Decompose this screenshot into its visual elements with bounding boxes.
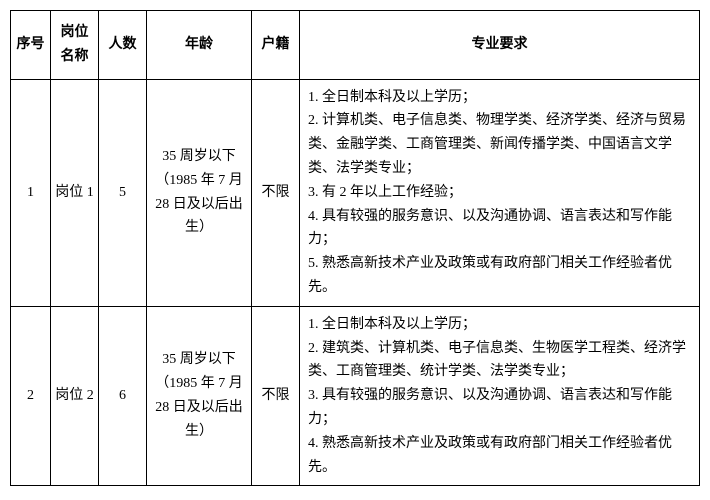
table-row: 2岗位 2635 周岁以下（1985 年 7 月 28 日及以后出生）不限1. … bbox=[11, 306, 700, 486]
header-age: 年龄 bbox=[147, 11, 252, 80]
cell-seq: 2 bbox=[11, 306, 51, 486]
table-header-row: 序号 岗位名称 人数 年龄 户籍 专业要求 bbox=[11, 11, 700, 80]
req-line: 4. 熟悉高新技术产业及政策或有政府部门相关工作经验者优先。 bbox=[308, 432, 691, 480]
cell-loc: 不限 bbox=[252, 79, 300, 306]
header-req: 专业要求 bbox=[300, 11, 700, 80]
req-line: 2. 计算机类、电子信息类、物理学类、经济学类、经济与贸易类、金融学类、工商管理… bbox=[308, 109, 691, 180]
header-name: 岗位名称 bbox=[51, 11, 99, 80]
req-line: 1. 全日制本科及以上学历； bbox=[308, 313, 691, 337]
cell-seq: 1 bbox=[11, 79, 51, 306]
table-row: 1岗位 1535 周岁以下（1985 年 7 月 28 日及以后出生）不限1. … bbox=[11, 79, 700, 306]
req-line: 4. 具有较强的服务意识、以及沟通协调、语言表达和写作能力； bbox=[308, 205, 691, 253]
cell-name: 岗位 2 bbox=[51, 306, 99, 486]
header-seq: 序号 bbox=[11, 11, 51, 80]
req-line: 2. 建筑类、计算机类、电子信息类、生物医学工程类、经济学类、工商管理类、统计学… bbox=[308, 337, 691, 385]
table-body: 1岗位 1535 周岁以下（1985 年 7 月 28 日及以后出生）不限1. … bbox=[11, 79, 700, 486]
job-posting-table: 序号 岗位名称 人数 年龄 户籍 专业要求 1岗位 1535 周岁以下（1985… bbox=[10, 10, 700, 486]
req-line: 1. 全日制本科及以上学历； bbox=[308, 86, 691, 110]
cell-loc: 不限 bbox=[252, 306, 300, 486]
req-line: 3. 具有较强的服务意识、以及沟通协调、语言表达和写作能力； bbox=[308, 384, 691, 432]
cell-req: 1. 全日制本科及以上学历；2. 建筑类、计算机类、电子信息类、生物医学工程类、… bbox=[300, 306, 700, 486]
cell-count: 5 bbox=[99, 79, 147, 306]
cell-age: 35 周岁以下（1985 年 7 月 28 日及以后出生） bbox=[147, 79, 252, 306]
req-line: 5. 熟悉高新技术产业及政策或有政府部门相关工作经验者优先。 bbox=[308, 252, 691, 300]
cell-name: 岗位 1 bbox=[51, 79, 99, 306]
header-loc: 户籍 bbox=[252, 11, 300, 80]
req-line: 3. 有 2 年以上工作经验； bbox=[308, 181, 691, 205]
cell-age: 35 周岁以下（1985 年 7 月 28 日及以后出生） bbox=[147, 306, 252, 486]
cell-count: 6 bbox=[99, 306, 147, 486]
cell-req: 1. 全日制本科及以上学历；2. 计算机类、电子信息类、物理学类、经济学类、经济… bbox=[300, 79, 700, 306]
header-count: 人数 bbox=[99, 11, 147, 80]
